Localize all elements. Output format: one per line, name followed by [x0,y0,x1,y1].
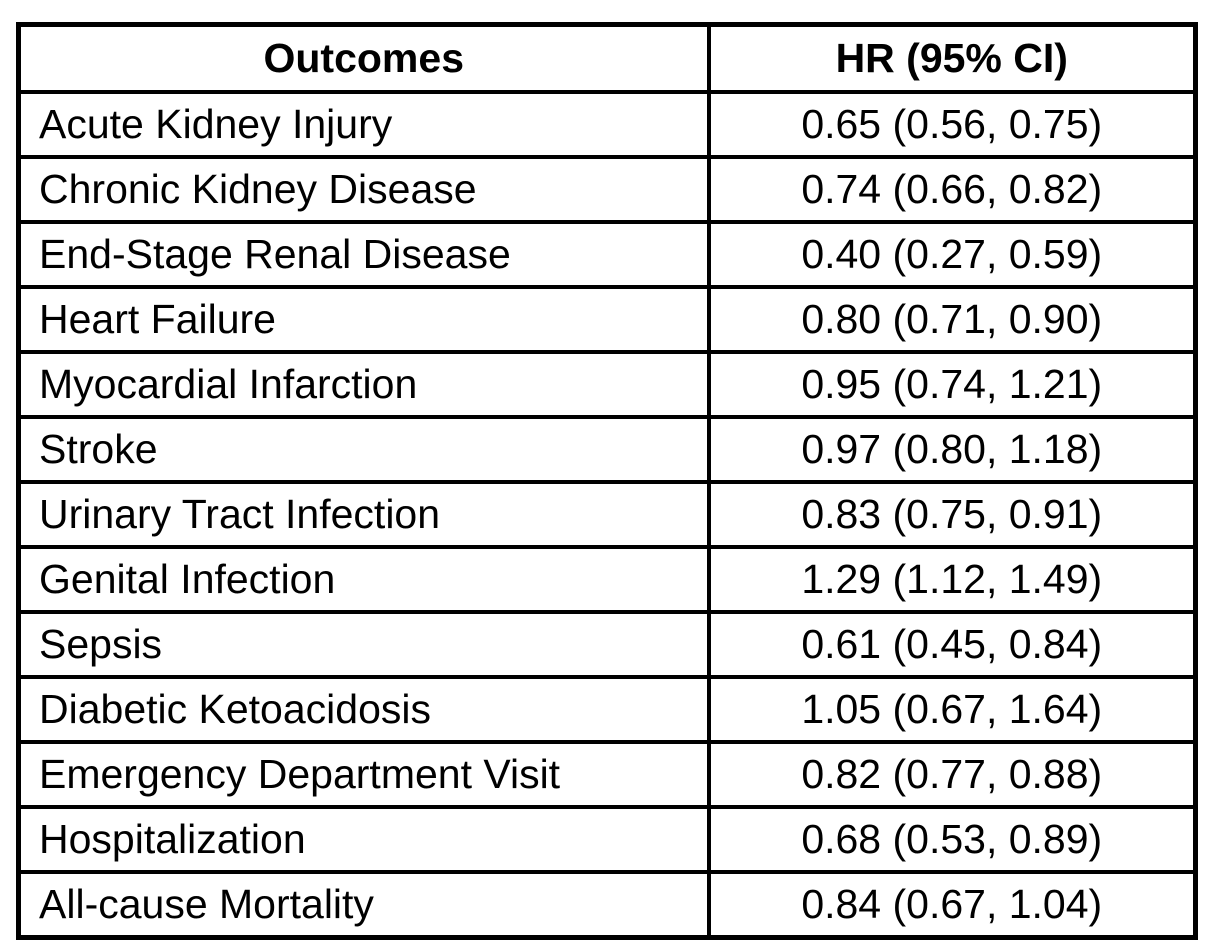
table-row: Stroke 0.97 (0.80, 1.18) [16,415,1198,484]
outcome-cell: Chronic Kidney Disease [16,155,711,224]
outcome-cell: Acute Kidney Injury [16,90,711,159]
table-row: All-cause Mortality 0.84 (0.67, 1.04) [16,870,1198,940]
outcome-cell: All-cause Mortality [16,870,711,940]
hr-cell: 0.40 (0.27, 0.59) [706,220,1198,289]
outcome-cell: Hospitalization [16,805,711,874]
outcome-cell: Diabetic Ketoacidosis [16,675,711,744]
table-row: End-Stage Renal Disease 0.40 (0.27, 0.59… [16,220,1198,289]
table-row: Genital Infection 1.29 (1.12, 1.49) [16,545,1198,614]
table-row: Urinary Tract Infection 0.83 (0.75, 0.91… [16,480,1198,549]
outcomes-hr-table: Outcomes HR (95% CI) Acute Kidney Injury… [16,22,1198,940]
outcome-cell: Stroke [16,415,711,484]
table-row: Hospitalization 0.68 (0.53, 0.89) [16,805,1198,874]
column-header-hr-ci: HR (95% CI) [706,22,1198,94]
outcome-cell: Genital Infection [16,545,711,614]
outcome-cell: End-Stage Renal Disease [16,220,711,289]
column-header-outcomes: Outcomes [16,22,711,94]
table-row: Emergency Department Visit 0.82 (0.77, 0… [16,740,1198,809]
hr-cell: 0.68 (0.53, 0.89) [706,805,1198,874]
outcome-cell: Sepsis [16,610,711,679]
table-row: Sepsis 0.61 (0.45, 0.84) [16,610,1198,679]
hr-cell: 0.74 (0.66, 0.82) [706,155,1198,224]
header-row: Outcomes HR (95% CI) [16,22,1198,94]
table-row: Heart Failure 0.80 (0.71, 0.90) [16,285,1198,354]
hr-cell: 0.97 (0.80, 1.18) [706,415,1198,484]
table-row: Myocardial Infarction 0.95 (0.74, 1.21) [16,350,1198,419]
hr-cell: 0.84 (0.67, 1.04) [706,870,1198,940]
table-row: Chronic Kidney Disease 0.74 (0.66, 0.82) [16,155,1198,224]
outcome-cell: Heart Failure [16,285,711,354]
hr-cell: 0.80 (0.71, 0.90) [706,285,1198,354]
outcome-cell: Emergency Department Visit [16,740,711,809]
hr-cell: 0.61 (0.45, 0.84) [706,610,1198,679]
table-row: Acute Kidney Injury 0.65 (0.56, 0.75) [16,90,1198,159]
hr-cell: 1.05 (0.67, 1.64) [706,675,1198,744]
hr-cell: 1.29 (1.12, 1.49) [706,545,1198,614]
outcome-cell: Myocardial Infarction [16,350,711,419]
hr-cell: 0.65 (0.56, 0.75) [706,90,1198,159]
hr-cell: 0.82 (0.77, 0.88) [706,740,1198,809]
hr-cell: 0.95 (0.74, 1.21) [706,350,1198,419]
hr-cell: 0.83 (0.75, 0.91) [706,480,1198,549]
outcome-cell: Urinary Tract Infection [16,480,711,549]
table-row: Diabetic Ketoacidosis 1.05 (0.67, 1.64) [16,675,1198,744]
